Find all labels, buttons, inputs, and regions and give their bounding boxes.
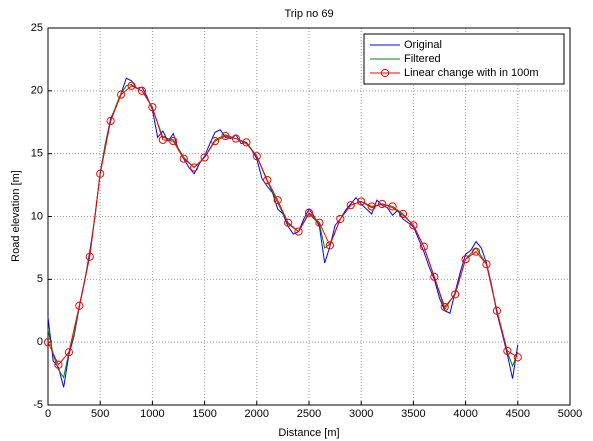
data-point: [336, 214, 345, 224]
y-tick-label: -5: [33, 399, 43, 411]
legend-label: Filtered: [404, 53, 441, 65]
data-point: [221, 131, 230, 141]
x-tick-label: 1000: [140, 408, 164, 420]
data-point: [200, 153, 209, 162]
legend-label: Linear change with in 100m: [404, 67, 539, 79]
data-point: [419, 242, 428, 251]
data-point: [461, 255, 470, 264]
data-point: [169, 137, 178, 146]
data-point: [471, 247, 481, 256]
y-tick-label: 15: [31, 148, 43, 160]
data-point: [315, 218, 324, 227]
data-point: [179, 154, 188, 163]
data-point: [137, 86, 147, 95]
x-tick-label: 500: [91, 408, 109, 420]
data-point: [75, 301, 84, 310]
data-point: [440, 302, 449, 312]
data-point: [503, 346, 512, 356]
data-point: [367, 202, 376, 211]
x-tick-label: 3500: [401, 408, 425, 420]
data-point: [190, 163, 199, 172]
data-point: [242, 138, 251, 147]
data-point: [85, 252, 94, 261]
axes-box: [47, 27, 571, 406]
data-point: [377, 199, 387, 209]
data-point: [263, 175, 272, 185]
data-point: [346, 201, 355, 210]
x-tick-label: 1500: [192, 408, 216, 420]
data-point: [294, 227, 303, 236]
y-tick-label: 25: [31, 22, 43, 34]
x-tick-label: 4000: [453, 408, 477, 420]
data-point: [388, 202, 397, 211]
data-point: [284, 218, 293, 227]
data-point: [398, 209, 408, 219]
data-point: [451, 290, 460, 299]
x-tick-label: 2500: [297, 408, 321, 420]
data-point: [96, 169, 105, 178]
data-point: [106, 116, 115, 126]
data-point: [492, 306, 502, 315]
data-point: [64, 348, 73, 357]
x-tick-label: 3000: [349, 408, 373, 420]
data-point: [273, 196, 282, 205]
data-point: [409, 221, 418, 230]
data-point: [231, 134, 241, 143]
data-point: [158, 135, 167, 144]
series-line: [47, 85, 519, 366]
data-point: [148, 103, 157, 112]
data-point: [210, 137, 220, 146]
data-point: [482, 260, 491, 269]
data-point: [357, 197, 366, 206]
data-point: [54, 360, 63, 369]
data-point: [430, 272, 439, 281]
data-point: [325, 241, 334, 250]
legend-marker: [380, 68, 390, 78]
data-point: [127, 81, 136, 90]
data-point: [252, 152, 261, 161]
data-point: [116, 90, 126, 99]
y-tick-label: 0: [37, 336, 43, 348]
chart-title: Trip no 69: [284, 8, 333, 20]
data-point: [304, 208, 314, 217]
data-point: [43, 338, 53, 347]
x-tick-label: 2000: [245, 408, 269, 420]
x-axis-label: Distance [m]: [278, 427, 339, 439]
y-tick-label: 5: [37, 273, 43, 285]
y-axis-label: Road elevation [m]: [10, 170, 22, 262]
x-tick-label: 0: [45, 408, 51, 420]
x-tick-label: 4500: [506, 408, 530, 420]
data-point: [513, 353, 522, 362]
legend-label: Original: [404, 39, 442, 51]
y-tick-label: 10: [31, 210, 43, 222]
y-tick-label: 20: [31, 85, 43, 97]
x-tick-label: 5000: [558, 408, 582, 420]
